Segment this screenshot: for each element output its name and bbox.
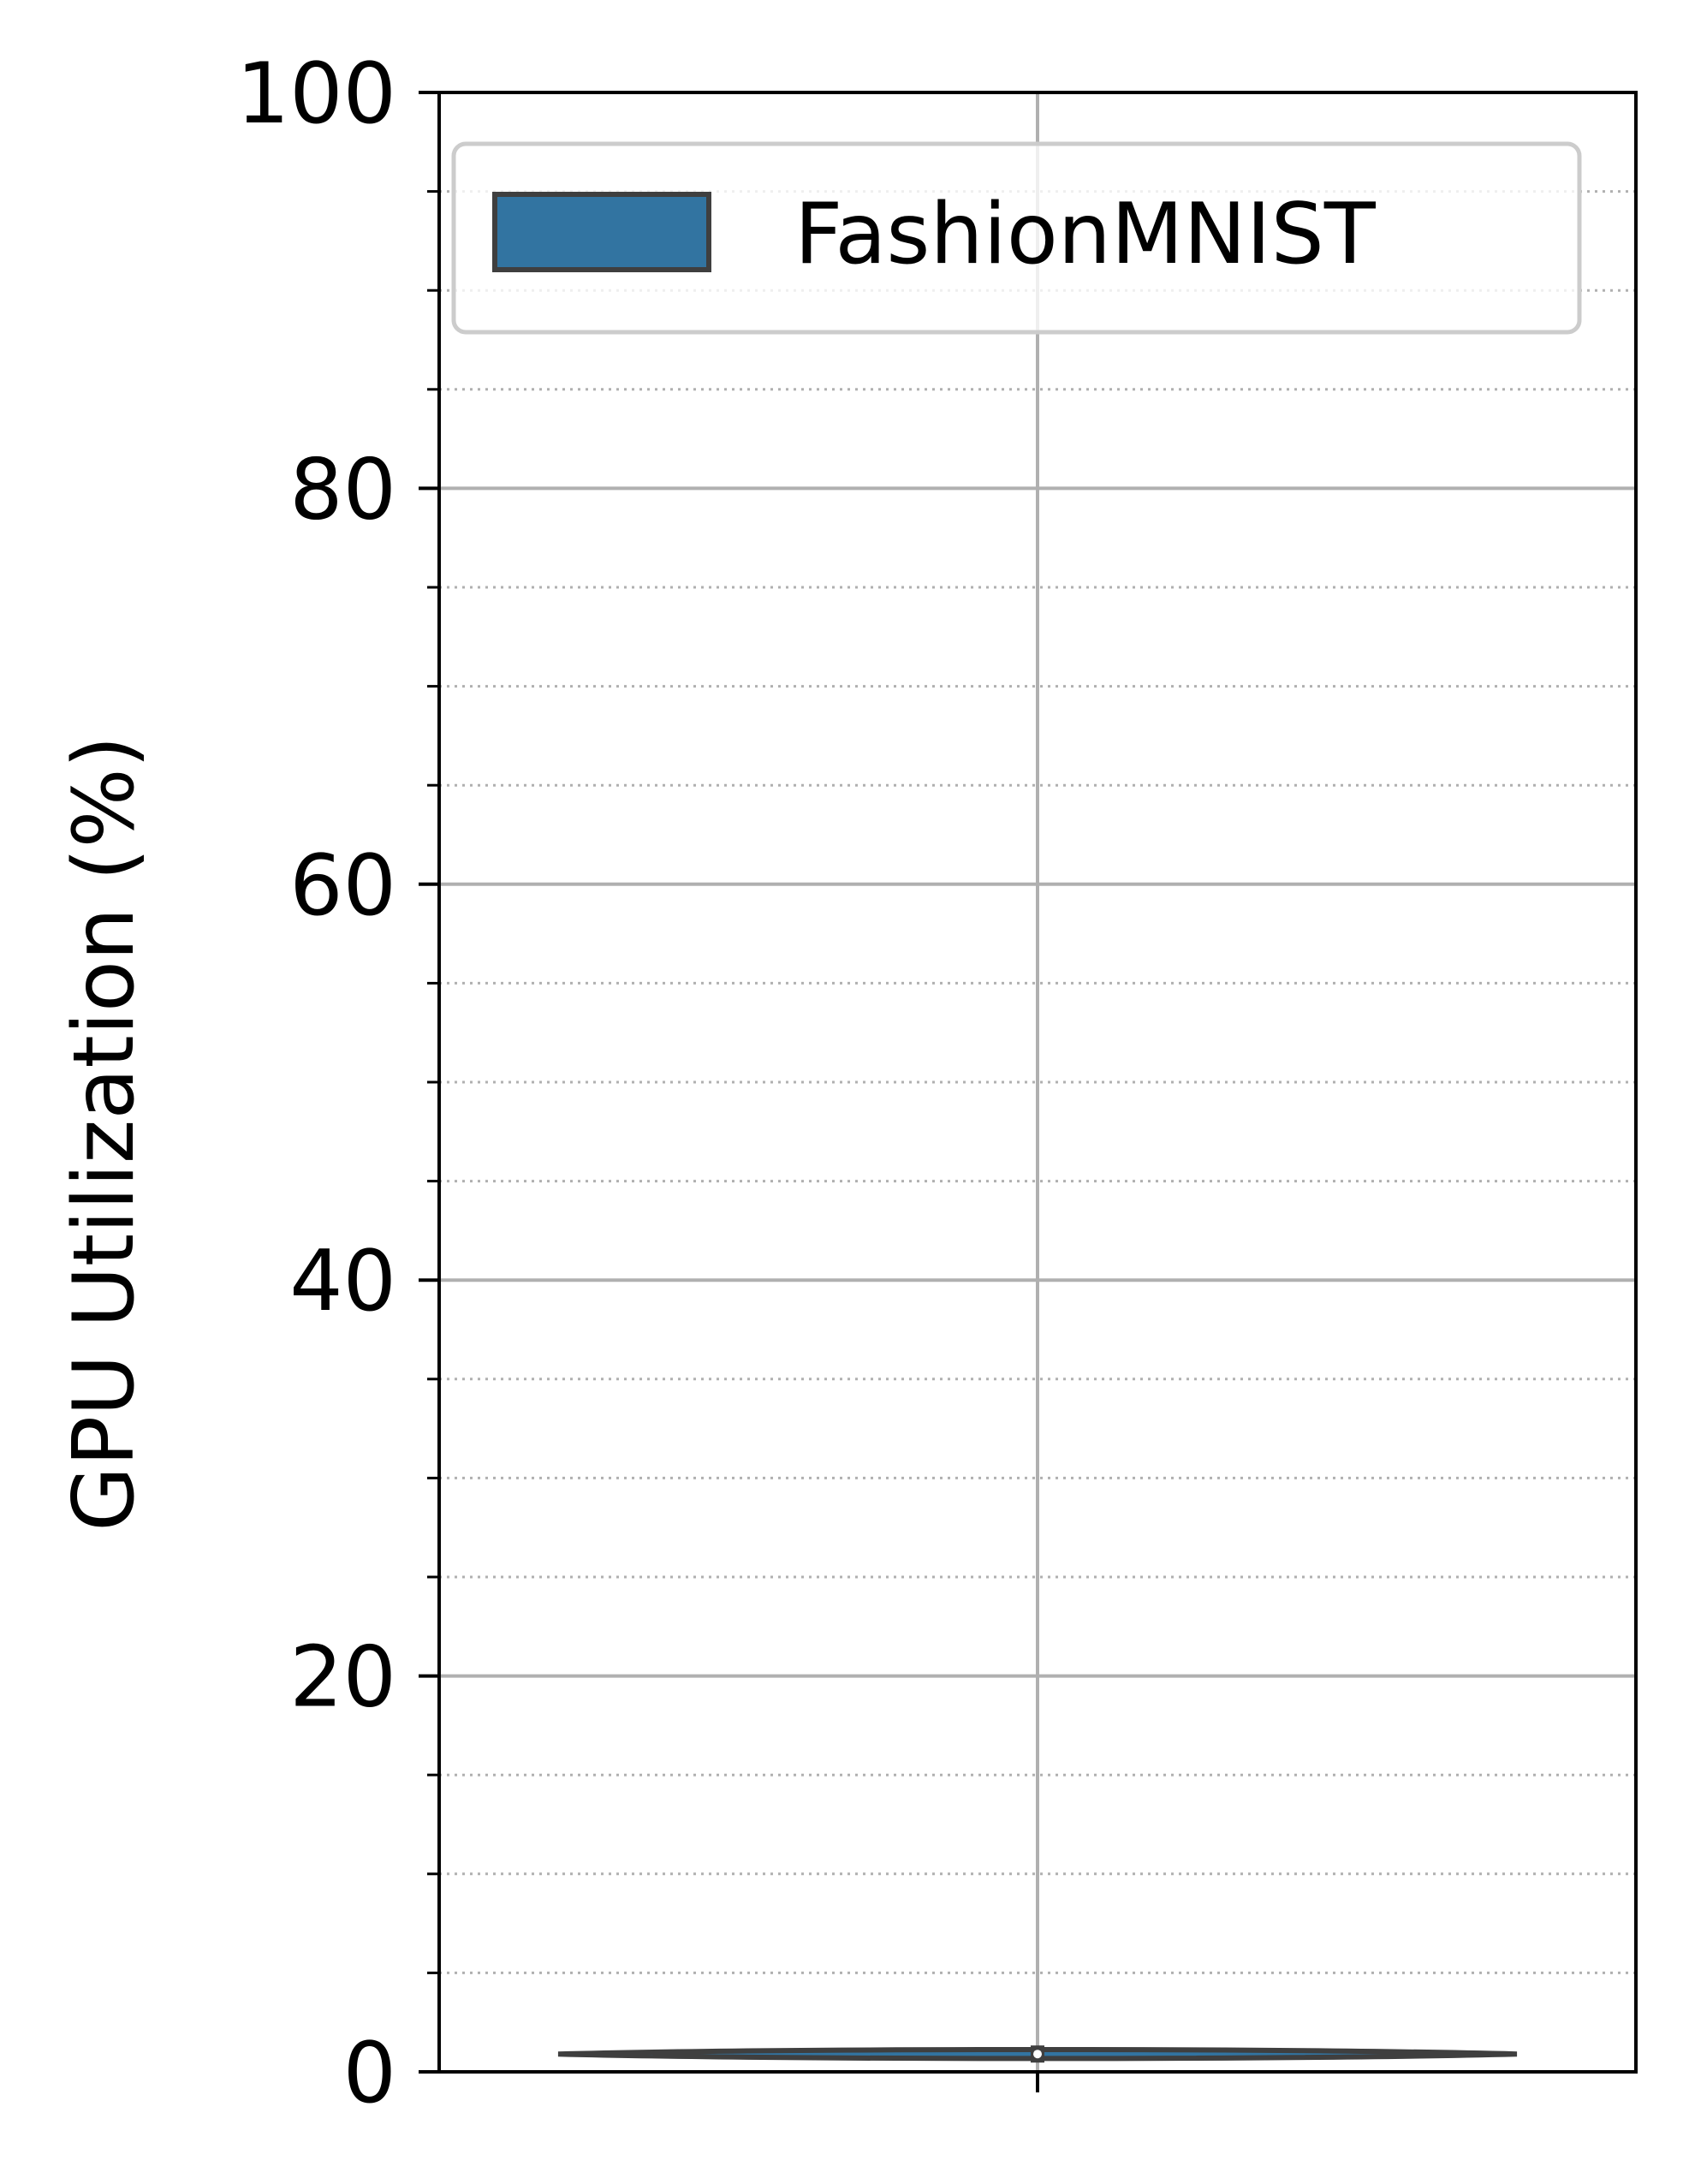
- y-tick-label: 0: [343, 2025, 396, 2122]
- violin-median-point: [1033, 2050, 1042, 2059]
- legend-box: [451, 141, 1582, 335]
- y-tick-label: 60: [289, 837, 396, 935]
- y-axis-ticks: 0 20 40 60 80 100: [236, 45, 439, 2122]
- y-tick-label: 80: [289, 441, 396, 539]
- legend: FashionMNIST: [451, 141, 1582, 335]
- y-axis-label: GPU Utilization (%): [56, 735, 153, 1532]
- violin-group: [557, 2045, 1518, 2063]
- y-tick-label: 40: [289, 1233, 396, 1330]
- y-tick-label: 20: [289, 1629, 396, 1727]
- legend-label: FashionMNIST: [794, 186, 1377, 283]
- y-tick-label: 100: [236, 45, 396, 143]
- legend-swatch: [492, 192, 711, 272]
